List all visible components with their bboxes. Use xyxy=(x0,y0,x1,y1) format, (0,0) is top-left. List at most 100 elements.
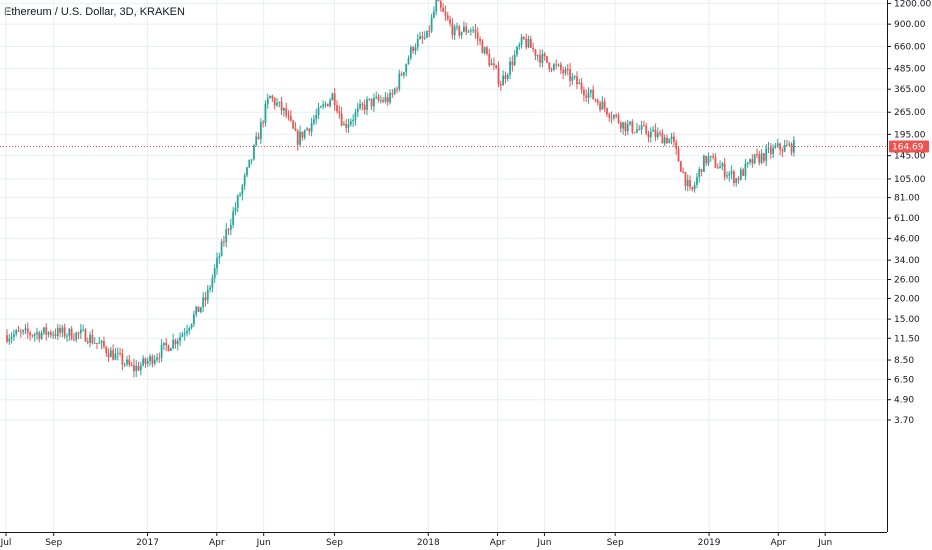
candle-body xyxy=(206,289,209,301)
y-tick-label: 660.00 xyxy=(894,42,926,52)
candle-body xyxy=(368,98,371,100)
candle-body xyxy=(243,175,246,186)
candles xyxy=(6,0,795,378)
candle-body xyxy=(199,307,202,312)
candle-body xyxy=(232,211,235,225)
candle-body xyxy=(15,330,18,335)
candle-body xyxy=(61,327,64,333)
candle-body xyxy=(636,129,638,133)
candle-body xyxy=(135,365,138,372)
candle-body xyxy=(783,144,786,152)
candle-body xyxy=(543,53,546,57)
candle-body xyxy=(719,166,721,169)
candle-body xyxy=(361,103,364,106)
candle-body xyxy=(534,49,537,56)
candle-body xyxy=(264,104,267,123)
candle-body xyxy=(721,163,724,167)
y-tick-label: 8.50 xyxy=(894,356,914,366)
candle-body xyxy=(546,56,548,63)
candle-body xyxy=(626,124,629,132)
candle-body xyxy=(566,69,569,71)
candle-body xyxy=(502,75,505,86)
y-tick-label: 145.00 xyxy=(894,152,926,162)
last-price-badge xyxy=(889,140,929,153)
candle-body xyxy=(548,62,551,69)
candle-body xyxy=(116,352,119,354)
candle-body xyxy=(144,358,147,364)
candle-body xyxy=(137,365,140,371)
candle-body xyxy=(728,173,731,176)
x-tick-label: Sep xyxy=(45,538,62,548)
candle-body xyxy=(506,74,509,79)
candle-body xyxy=(13,334,15,337)
candle-body xyxy=(416,38,419,48)
candle-body xyxy=(379,100,382,102)
candle-body xyxy=(474,29,477,33)
x-tick-label: 2017 xyxy=(136,538,159,548)
candle-body xyxy=(652,129,655,132)
candle-body xyxy=(38,332,41,339)
candle-body xyxy=(315,115,318,120)
candle-body xyxy=(573,76,576,78)
candle-body xyxy=(520,36,523,45)
candle-body xyxy=(172,339,175,349)
candle-body xyxy=(36,332,38,335)
candle-body xyxy=(656,132,659,137)
candle-body xyxy=(426,30,428,38)
candle-body xyxy=(569,69,571,81)
candle-body xyxy=(294,128,297,131)
candle-body xyxy=(509,61,511,75)
candle-body xyxy=(301,131,304,138)
candle-body xyxy=(119,352,121,354)
candle-body xyxy=(486,47,488,55)
chart-title: Ethereum / U.S. Dollar, 3D, KRAKEN xyxy=(4,6,185,18)
candle-body xyxy=(435,0,438,12)
candle-body xyxy=(612,115,615,118)
candle-body xyxy=(423,37,426,39)
candle-body xyxy=(661,132,664,144)
candle-body xyxy=(555,64,558,66)
candle-body xyxy=(49,332,52,336)
candle-body xyxy=(594,99,597,101)
candle-body xyxy=(437,0,440,2)
candle-body xyxy=(204,297,207,301)
candle-body xyxy=(645,125,648,134)
candle-body xyxy=(559,64,562,71)
candle-body xyxy=(22,330,25,332)
x-tick-label: Sep xyxy=(326,538,343,548)
candle-body xyxy=(670,136,673,139)
grid xyxy=(0,0,887,532)
candle-body xyxy=(677,148,680,162)
candle-body xyxy=(190,323,193,328)
y-tick-label: 4.90 xyxy=(894,396,914,406)
candle-body xyxy=(774,146,777,148)
candle-body xyxy=(608,114,611,118)
candle-body xyxy=(366,99,368,110)
candle-body xyxy=(176,340,179,345)
candle-body xyxy=(654,129,657,137)
candle-body xyxy=(91,334,94,344)
candle-body xyxy=(24,328,27,331)
candle-body xyxy=(259,122,262,140)
candle-body xyxy=(585,95,588,98)
candle-body xyxy=(107,353,110,358)
candle-body xyxy=(587,92,590,98)
candle-body xyxy=(326,103,329,107)
candle-body xyxy=(114,353,117,360)
y-tick-label: 195.00 xyxy=(894,130,926,140)
candle-body xyxy=(640,125,643,130)
candle-body xyxy=(303,130,306,138)
candle-body xyxy=(370,98,373,107)
candle-body xyxy=(638,129,641,131)
x-tick-label: 2018 xyxy=(417,538,440,548)
candle-body xyxy=(329,100,331,107)
candle-body xyxy=(716,167,719,169)
candle-body xyxy=(629,121,631,125)
candle-body xyxy=(188,327,191,331)
candle-body xyxy=(705,155,708,164)
candle-body xyxy=(672,136,675,143)
candle-body xyxy=(336,105,338,112)
candle-body xyxy=(345,123,348,128)
x-tick-label: Jun xyxy=(256,538,271,548)
